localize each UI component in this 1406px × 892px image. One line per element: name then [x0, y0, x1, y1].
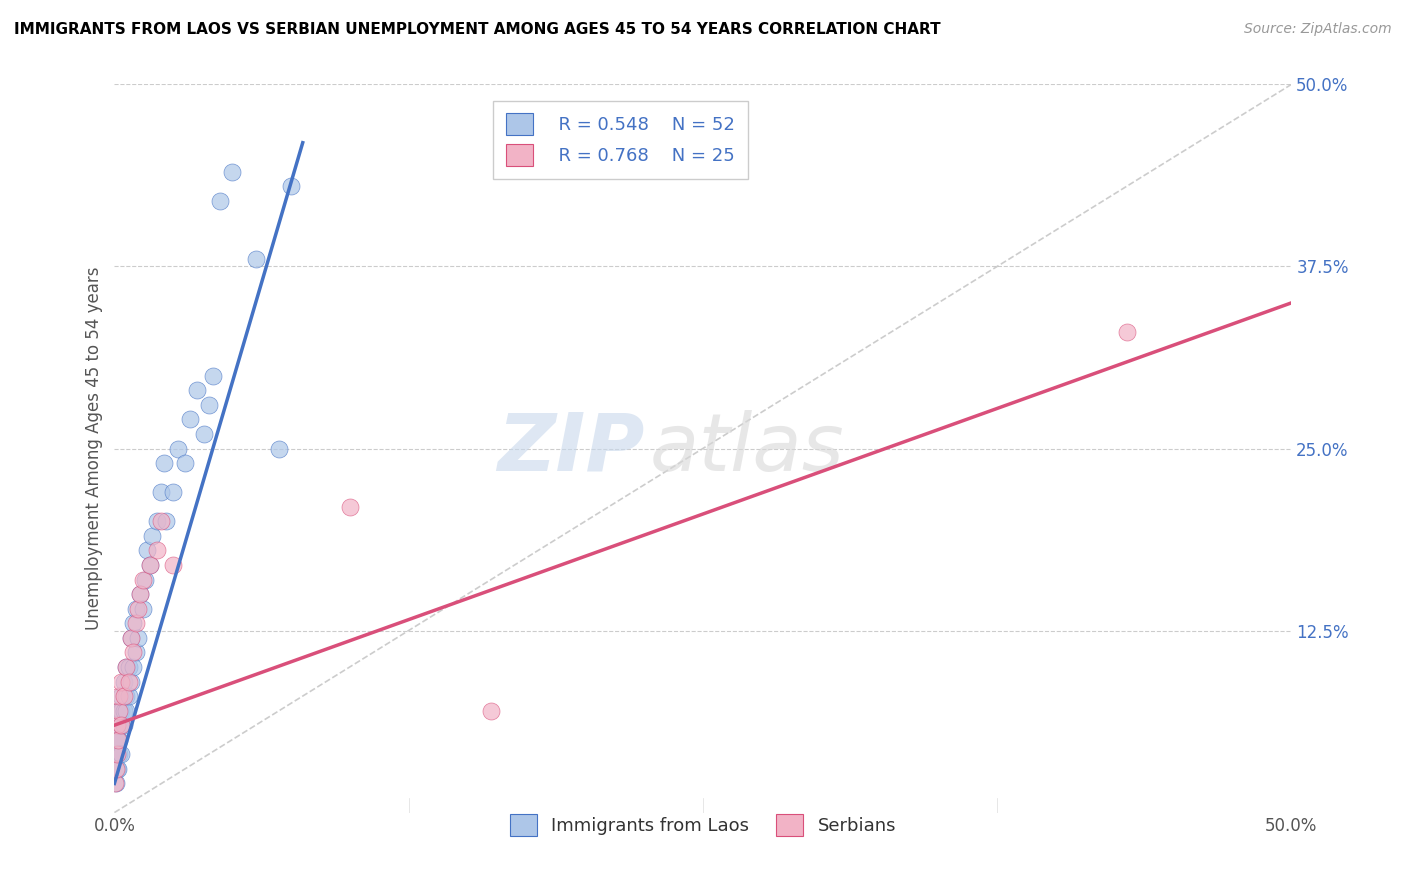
Point — [110, 718, 132, 732]
Point — [124, 601, 146, 615]
Point — [112, 674, 135, 689]
Point — [108, 747, 131, 762]
Point — [108, 704, 131, 718]
Point — [112, 689, 135, 703]
Point — [105, 762, 128, 776]
Point — [107, 732, 129, 747]
Point — [174, 456, 197, 470]
Point — [104, 776, 127, 790]
Point — [105, 732, 128, 747]
Point — [120, 674, 142, 689]
Point — [115, 689, 138, 703]
Point — [117, 674, 139, 689]
Point — [120, 631, 142, 645]
Point — [107, 732, 129, 747]
Point — [134, 573, 156, 587]
Point — [112, 718, 135, 732]
Point — [110, 747, 132, 762]
Point — [141, 529, 163, 543]
Point — [122, 616, 145, 631]
Point — [153, 456, 176, 470]
Point — [162, 485, 184, 500]
Point — [105, 747, 128, 762]
Point — [115, 660, 138, 674]
Point — [155, 514, 177, 528]
Point — [131, 573, 153, 587]
Point — [129, 587, 152, 601]
Point — [108, 732, 131, 747]
Point — [280, 179, 302, 194]
Point — [245, 252, 267, 267]
Point — [186, 384, 208, 398]
Point — [209, 194, 232, 208]
Y-axis label: Unemployment Among Ages 45 to 54 years: Unemployment Among Ages 45 to 54 years — [86, 267, 103, 631]
Point — [479, 704, 502, 718]
Point — [108, 704, 131, 718]
Point — [150, 514, 173, 528]
Point — [146, 514, 169, 528]
Point — [124, 616, 146, 631]
Point — [202, 368, 225, 383]
Point — [110, 674, 132, 689]
Point — [110, 704, 132, 718]
Point — [1115, 325, 1137, 339]
Point — [115, 660, 138, 674]
Point — [107, 762, 129, 776]
Point — [108, 718, 131, 732]
Point — [115, 704, 138, 718]
Point — [104, 762, 127, 776]
Point — [127, 631, 149, 645]
Text: Source: ZipAtlas.com: Source: ZipAtlas.com — [1244, 22, 1392, 37]
Point — [112, 704, 135, 718]
Text: atlas: atlas — [650, 409, 845, 488]
Point — [117, 689, 139, 703]
Point — [138, 558, 160, 572]
Text: IMMIGRANTS FROM LAOS VS SERBIAN UNEMPLOYMENT AMONG AGES 45 TO 54 YEARS CORRELATI: IMMIGRANTS FROM LAOS VS SERBIAN UNEMPLOY… — [14, 22, 941, 37]
Point — [122, 645, 145, 659]
Point — [167, 442, 190, 456]
Point — [197, 398, 219, 412]
Point — [193, 426, 215, 441]
Point — [127, 601, 149, 615]
Point — [221, 165, 243, 179]
Point — [105, 747, 128, 762]
Point — [339, 500, 361, 514]
Point — [122, 660, 145, 674]
Point — [179, 412, 201, 426]
Point — [129, 587, 152, 601]
Point — [117, 660, 139, 674]
Point — [104, 776, 127, 790]
Point — [162, 558, 184, 572]
Legend: Immigrants from Laos, Serbians: Immigrants from Laos, Serbians — [502, 807, 904, 844]
Point — [110, 718, 132, 732]
Point — [105, 718, 128, 732]
Point — [108, 689, 131, 703]
Point — [110, 689, 132, 703]
Point — [131, 601, 153, 615]
Point — [150, 485, 173, 500]
Point — [136, 543, 159, 558]
Point — [269, 442, 291, 456]
Point — [124, 645, 146, 659]
Point — [146, 543, 169, 558]
Point — [138, 558, 160, 572]
Point — [120, 631, 142, 645]
Text: ZIP: ZIP — [496, 409, 644, 488]
